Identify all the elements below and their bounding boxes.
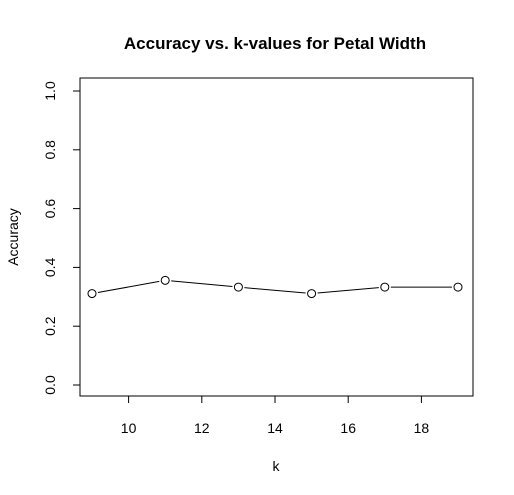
series-line-segment (97, 280, 160, 293)
y-tick-label: 0.8 (42, 140, 58, 160)
y-tick-label: 0.2 (42, 316, 58, 336)
data-point (87, 289, 97, 299)
data-point (233, 282, 243, 292)
y-tick-label: 1.0 (42, 81, 58, 101)
x-tick-label: 10 (121, 420, 137, 436)
y-axis-label: Accuracy (5, 208, 21, 266)
series-group (87, 275, 463, 299)
x-axis: 10 12 14 16 18 (121, 395, 430, 436)
x-axis-label: k (273, 458, 281, 474)
plot-frame (79, 77, 474, 397)
series-line-segment (244, 287, 306, 294)
y-tick-label: 0.4 (42, 257, 58, 277)
y-axis: 0.0 0.2 0.4 0.6 0.8 1.0 (42, 81, 81, 395)
y-tick-label: 0.0 (42, 375, 58, 395)
series-line-segment (317, 287, 379, 294)
data-point (453, 282, 463, 292)
data-point (307, 289, 317, 299)
data-point (160, 275, 170, 285)
x-tick-label: 12 (194, 420, 210, 436)
chart-title: Accuracy vs. k-values for Petal Width (124, 34, 426, 53)
x-tick-label: 16 (340, 420, 356, 436)
data-point (380, 282, 390, 292)
series-line-segment (171, 280, 233, 288)
x-tick-label: 14 (267, 420, 283, 436)
y-tick-label: 0.6 (42, 199, 58, 219)
x-tick-label: 18 (414, 420, 430, 436)
